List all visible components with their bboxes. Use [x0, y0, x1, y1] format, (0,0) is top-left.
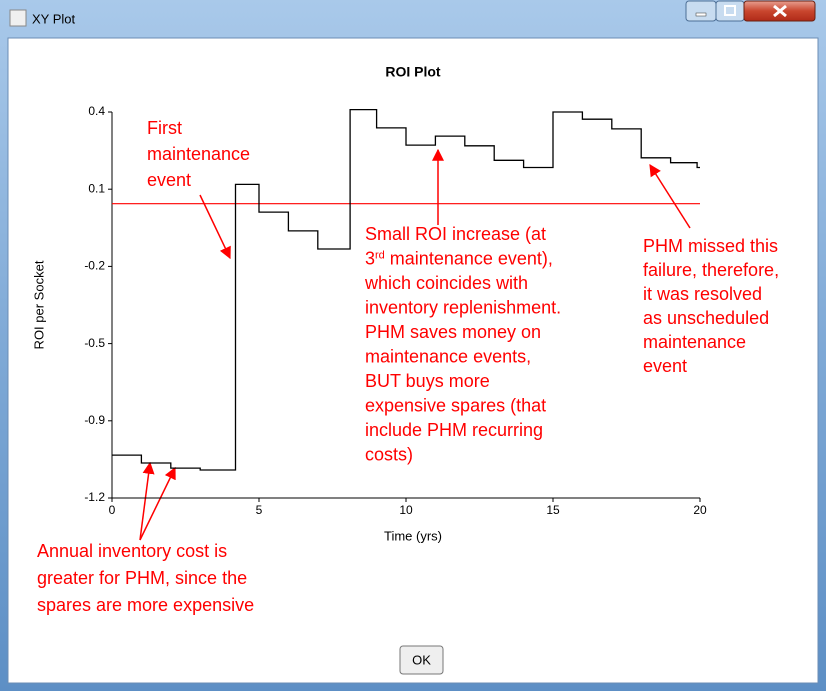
arrow [199, 194, 231, 260]
minimize-button[interactable] [685, 0, 717, 22]
y-axis-label: ROI per Socket [31, 260, 46, 349]
y-tick-label: -0.5 [84, 336, 105, 350]
arrow [649, 163, 691, 229]
java-icon [9, 9, 27, 27]
y-tick-label: -0.9 [84, 413, 105, 427]
y-tick-label: -1.2 [84, 490, 105, 504]
ok-button-label: OK [412, 652, 431, 667]
y-tick-label: 0.4 [88, 104, 105, 118]
x-tick-label: 0 [109, 503, 116, 517]
annotation: Annual inventory cost is [37, 541, 227, 561]
annotation: maintenance [643, 332, 746, 352]
chart-title: ROI Plot [385, 64, 441, 80]
annotation: BUT buys more [365, 371, 490, 391]
maximize-button[interactable] [715, 0, 745, 22]
x-tick-label: 10 [399, 503, 413, 517]
annotation: Small ROI increase (at [365, 224, 546, 244]
annotation: greater for PHM, since the [37, 568, 247, 588]
annotation: include PHM recurring [365, 420, 543, 440]
annotation: PHM missed this [643, 236, 778, 256]
annotation: failure, therefore, [643, 260, 779, 280]
annotation: maintenance events, [365, 347, 531, 367]
annotation-part: 3 [365, 249, 375, 269]
arrow [139, 461, 155, 541]
annotation: as unscheduled [643, 308, 769, 328]
annotation: PHM saves money on [365, 322, 541, 342]
superscript: rd [375, 250, 385, 262]
annotation: event [147, 170, 191, 190]
annotation: inventory replenishment. [365, 298, 561, 318]
annotation: 3rd maintenance event), [365, 249, 553, 269]
minimize-icon [695, 12, 707, 17]
annotation: First [147, 118, 182, 138]
close-icon [773, 4, 787, 18]
x-tick-label: 15 [546, 503, 560, 517]
arrow [139, 466, 176, 541]
y-tick-label: -0.2 [84, 259, 105, 273]
x-tick-label: 5 [256, 503, 263, 517]
annotation: event [643, 356, 687, 376]
x-tick-label: 20 [693, 503, 707, 517]
x-axis-label: Time (yrs) [384, 528, 442, 543]
window-title: XY Plot [32, 11, 76, 26]
annotation: expensive spares (that [365, 396, 546, 416]
annotation: it was resolved [643, 284, 762, 304]
annotation: costs) [365, 445, 413, 465]
y-tick-label: 0.1 [88, 181, 105, 195]
annotation: maintenance [147, 144, 250, 164]
annotation: which coincides with [364, 273, 528, 293]
annotation-part: maintenance event), [385, 249, 553, 269]
ok-button[interactable] [399, 645, 444, 675]
step-line [112, 108, 700, 471]
annotation: spares are more expensive [37, 595, 254, 615]
maximize-icon [724, 5, 736, 16]
